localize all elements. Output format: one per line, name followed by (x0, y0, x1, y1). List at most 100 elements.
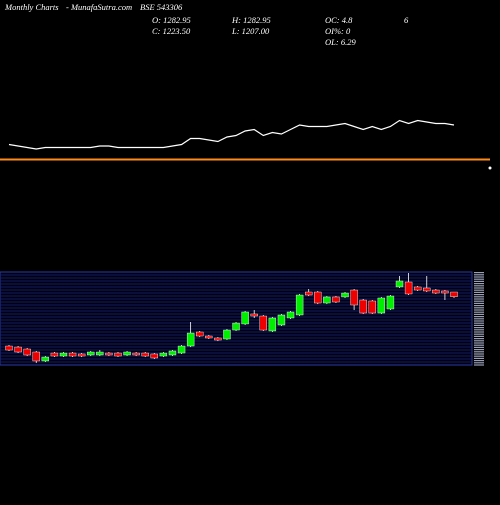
candle-body (232, 322, 240, 331)
stat: OL: 6.29 (325, 37, 356, 47)
candle-body (105, 352, 113, 356)
marker-dot (488, 166, 492, 170)
candle-body (323, 296, 331, 304)
axis-stub (474, 333, 484, 335)
axis-stub (474, 335, 484, 337)
candle-body (32, 351, 40, 362)
axis-stub (474, 329, 484, 331)
stat: O: 1282.95 (152, 15, 191, 25)
candle-body (423, 287, 431, 292)
candle-body (450, 291, 458, 297)
candle-body (350, 289, 358, 306)
indicator-line (8, 119, 455, 150)
candle-body (304, 291, 313, 296)
chart-title: Monthly Charts (4, 2, 59, 12)
candle-body (295, 294, 304, 316)
axis-stub (474, 302, 484, 304)
candle-body (41, 356, 50, 362)
candle-body (196, 331, 204, 337)
candle-body (413, 286, 422, 291)
axis-stub (474, 364, 484, 366)
candle-body (386, 295, 395, 310)
candle-body (277, 314, 286, 326)
axis-stub (474, 274, 484, 276)
axis-stub (474, 362, 484, 364)
candle-body (368, 300, 376, 314)
candle-body (214, 337, 222, 341)
axis-stub (474, 327, 484, 329)
axis-stub (474, 276, 484, 278)
candle-body (359, 299, 367, 314)
axis-stub (474, 278, 484, 280)
axis-stub (474, 322, 484, 324)
axis-stub (474, 287, 484, 289)
candle-body (286, 311, 295, 319)
candle-body (123, 351, 131, 356)
axis-stub (474, 357, 484, 359)
axis-stub (474, 311, 484, 313)
candle-body (50, 352, 59, 357)
axis-stub (474, 298, 484, 300)
candle-body (14, 346, 22, 353)
axis-stub (474, 320, 484, 322)
axis-stub (474, 340, 484, 342)
axis-stub (474, 300, 484, 302)
candle-body (432, 289, 440, 294)
symbol: BSE 543306 (140, 2, 183, 12)
candle-body (377, 297, 386, 314)
candle-body (250, 313, 258, 317)
candle-body (77, 353, 86, 357)
candle-body (114, 352, 122, 357)
candle-body (332, 296, 340, 303)
stat: OI%: 0 (325, 26, 351, 36)
candle-body (132, 352, 140, 356)
axis-stub (474, 349, 484, 351)
axis-stub (474, 351, 484, 353)
source: - MunafaSutra.com (66, 2, 132, 12)
axis-stub (474, 272, 484, 274)
axis-stub (474, 331, 484, 333)
candle-body (268, 317, 277, 332)
stat: C: 1223.50 (152, 26, 191, 36)
candle-body (205, 335, 213, 339)
candle-body (314, 291, 322, 304)
candle-body (177, 345, 186, 354)
stat: H: 1282.95 (231, 15, 271, 25)
axis-stub (474, 353, 484, 355)
axis-stub (474, 313, 484, 315)
candle-body (241, 311, 249, 325)
axis-stub (474, 280, 484, 282)
candle-body (404, 281, 413, 295)
panel-frame (0, 271, 473, 366)
axis-stub (474, 360, 484, 362)
axis-stub (474, 305, 484, 307)
axis-stub (474, 318, 484, 320)
axis-stub (474, 309, 484, 311)
axis-stub (474, 346, 484, 348)
candle-body (395, 280, 404, 288)
axis-stub (474, 344, 484, 346)
candle-body (223, 329, 231, 340)
axis-stub (474, 294, 484, 296)
candle-body (5, 345, 13, 351)
stat: L: 1207.00 (231, 26, 270, 36)
axis-stub (474, 307, 484, 309)
axis-stub (474, 355, 484, 357)
candle-body (159, 352, 168, 357)
axis-stub (474, 316, 484, 318)
candle-body (441, 290, 449, 294)
candle-body (23, 348, 31, 356)
axis-stub (474, 338, 484, 340)
candle-body (87, 351, 95, 356)
axis-stub (474, 342, 484, 344)
axis-stub (474, 289, 484, 291)
axis-stub (474, 283, 484, 285)
candle-body (68, 352, 77, 357)
axis-stub (474, 324, 484, 326)
candle-body (59, 352, 68, 357)
candle-body (168, 350, 177, 356)
stat: 6 (404, 15, 409, 25)
candle-body (186, 332, 195, 347)
